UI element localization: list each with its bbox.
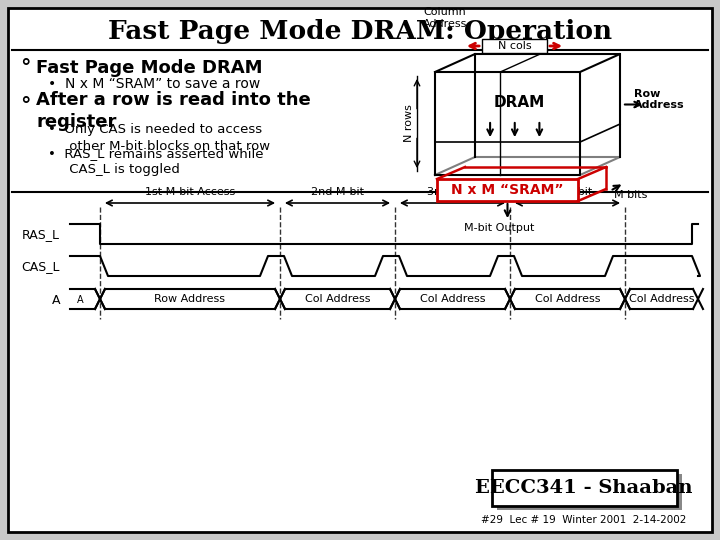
Text: Fast Page Mode DRAM: Operation: Fast Page Mode DRAM: Operation: [108, 19, 612, 44]
Text: N x M “SRAM”: N x M “SRAM”: [451, 183, 564, 197]
Text: N cols: N cols: [498, 41, 531, 51]
Text: DRAM: DRAM: [494, 94, 545, 110]
Text: RAS_L: RAS_L: [22, 228, 60, 241]
Text: M bits: M bits: [614, 190, 647, 200]
Text: •  RAS_L remains asserted while
     CAS_L is toggled: • RAS_L remains asserted while CAS_L is …: [48, 147, 264, 177]
Text: 1st M-bit Access: 1st M-bit Access: [145, 187, 235, 197]
Text: Row Address: Row Address: [155, 294, 225, 304]
FancyBboxPatch shape: [8, 8, 712, 532]
FancyBboxPatch shape: [482, 39, 547, 53]
Text: M-bit Output: M-bit Output: [464, 223, 535, 233]
Text: Col Address: Col Address: [305, 294, 370, 304]
Text: A: A: [52, 294, 60, 307]
Text: #29  Lec # 19  Winter 2001  2-14-2002: #29 Lec # 19 Winter 2001 2-14-2002: [481, 515, 687, 525]
Text: EECC341 - Shaaban: EECC341 - Shaaban: [475, 479, 693, 497]
Text: CAS_L: CAS_L: [22, 260, 60, 273]
Text: 2nd M-bit: 2nd M-bit: [311, 187, 364, 197]
Text: •  N x M “SRAM” to save a row: • N x M “SRAM” to save a row: [48, 77, 260, 91]
Text: Fast Page Mode DRAM: Fast Page Mode DRAM: [36, 59, 263, 77]
Text: After a row is read into the
register: After a row is read into the register: [36, 91, 311, 131]
Text: 4th M-bit: 4th M-bit: [542, 187, 593, 197]
Text: °: °: [20, 58, 30, 78]
FancyBboxPatch shape: [497, 474, 682, 510]
Text: Col Address: Col Address: [420, 294, 485, 304]
Text: Column
Address: Column Address: [423, 8, 467, 29]
Text: N rows: N rows: [404, 105, 414, 143]
FancyBboxPatch shape: [437, 179, 578, 201]
Text: A: A: [77, 295, 84, 305]
Text: •  Only CAS is needed to access
     other M-bit blocks on that row: • Only CAS is needed to access other M-b…: [48, 124, 270, 152]
Text: 3rd M-bit: 3rd M-bit: [428, 187, 477, 197]
Text: Row
Address: Row Address: [634, 89, 685, 110]
FancyBboxPatch shape: [492, 470, 677, 506]
Text: °: °: [20, 96, 30, 116]
Text: Col Address: Col Address: [629, 294, 694, 304]
Text: Col Address: Col Address: [535, 294, 600, 304]
